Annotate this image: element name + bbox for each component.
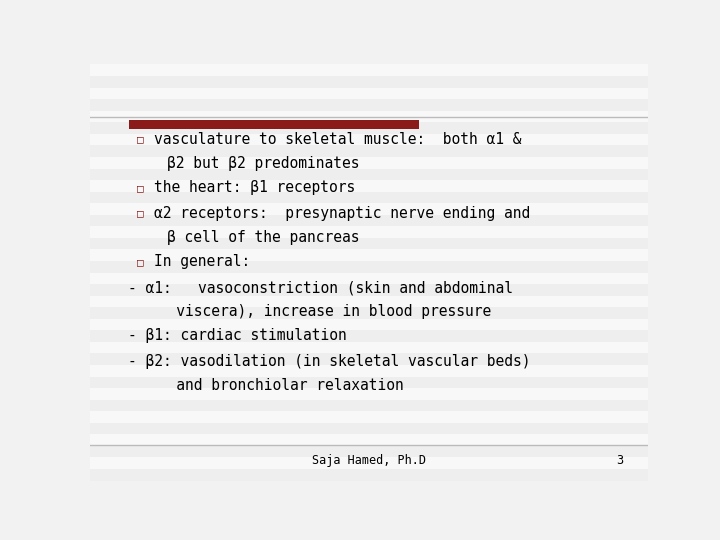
Bar [90,400,648,411]
Bar [90,319,648,330]
Bar [90,99,648,111]
Bar [90,134,648,145]
Text: - β2: vasodilation (in skeletal vascular beds): - β2: vasodilation (in skeletal vascular… [128,354,531,369]
Bar [90,388,648,400]
Bar [90,365,648,376]
Bar [90,423,648,434]
Bar [90,284,648,296]
Bar [90,376,648,388]
Bar [90,296,648,307]
Bar [90,226,648,238]
Bar [90,273,648,284]
Bar [90,192,648,203]
Bar [90,203,648,215]
Bar [90,168,648,180]
Bar [90,64,648,76]
Text: Saja Hamed, Ph.D: Saja Hamed, Ph.D [312,454,426,467]
Bar [90,76,648,87]
Text: vasculature to skeletal muscle:  both α1 &: vasculature to skeletal muscle: both α1 … [154,132,522,147]
Text: □: □ [137,183,143,193]
Bar [90,111,648,122]
Bar [90,180,648,192]
Bar [90,249,648,261]
Text: - β1: cardiac stimulation: - β1: cardiac stimulation [128,328,347,343]
Bar [90,342,648,354]
Text: 3: 3 [616,454,623,467]
Bar [90,469,648,481]
Text: - α1:   vasoconstriction (skin and abdominal: - α1: vasoconstriction (skin and abdomin… [128,280,513,295]
Bar [90,411,648,423]
Text: □: □ [137,134,143,145]
Bar [90,238,648,249]
Text: β2 but β2 predominates: β2 but β2 predominates [167,156,359,171]
Bar [129,120,419,129]
Text: viscera), increase in blood pressure: viscera), increase in blood pressure [150,304,492,319]
Bar [90,307,648,319]
Bar [90,457,648,469]
Bar [90,354,648,365]
Text: β cell of the pancreas: β cell of the pancreas [167,230,359,245]
Text: α2 receptors:  presynaptic nerve ending and: α2 receptors: presynaptic nerve ending a… [154,206,531,221]
Text: □: □ [137,257,143,267]
Bar [90,215,648,226]
Bar [90,261,648,273]
Text: In general:: In general: [154,254,251,269]
Text: and bronchiolar relaxation: and bronchiolar relaxation [150,379,404,393]
Text: the heart: β1 receptors: the heart: β1 receptors [154,180,356,195]
Bar [90,87,648,99]
Text: □: □ [137,208,143,219]
Bar [90,434,648,446]
Bar [90,145,648,157]
Bar [90,446,648,457]
Bar [90,122,648,134]
Bar [90,157,648,168]
Bar [90,330,648,342]
